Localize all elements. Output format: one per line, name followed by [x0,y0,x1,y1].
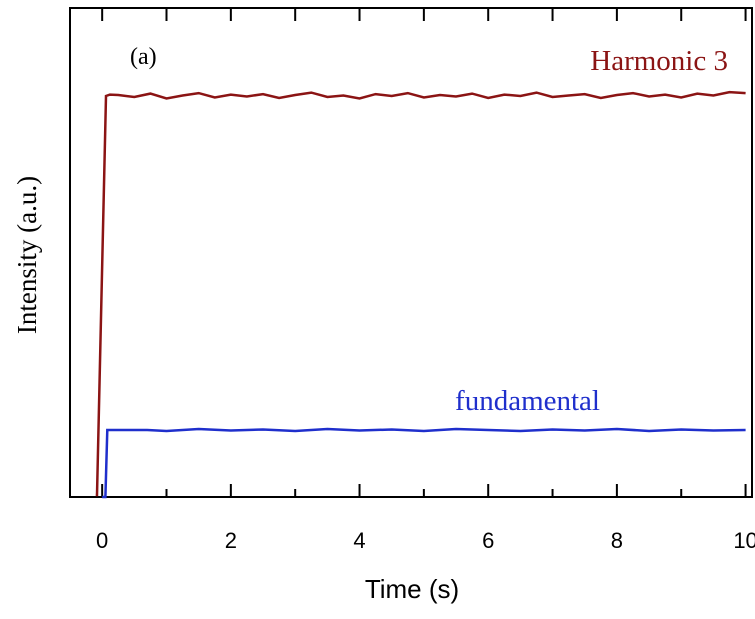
panel-label: (a) [130,44,157,70]
series-label: fundamental [455,385,600,417]
x-tick-label: 2 [225,528,237,553]
series-label: Harmonic 3 [590,45,728,77]
plot-frame [69,7,753,498]
x-tick-label: 8 [611,528,623,553]
series-line [102,427,746,499]
x-axis-label: Time (s) [365,574,459,604]
series-line [95,90,746,497]
x-tick-label: 4 [353,528,365,553]
x-tick-label: 6 [482,528,494,553]
y-axis-label: Intensity (a.u.) [12,176,42,334]
x-tick-label: 0 [96,528,108,553]
x-tick-label: 10 [733,528,755,553]
